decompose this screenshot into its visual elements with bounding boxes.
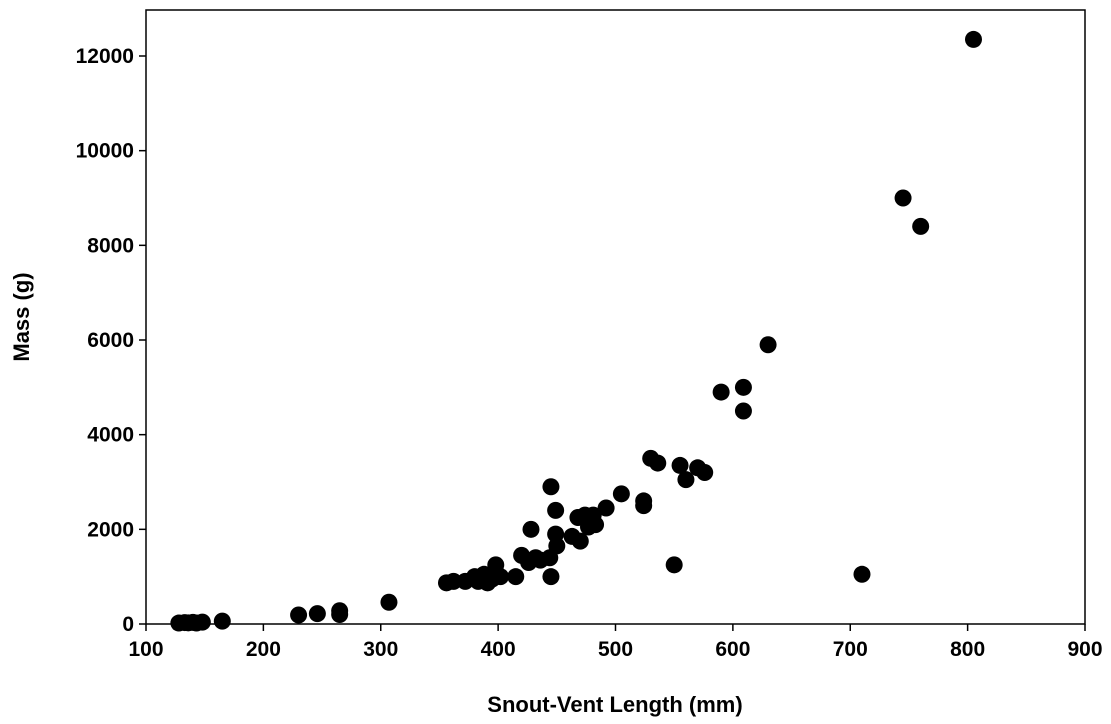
data-point (649, 454, 667, 472)
data-point (677, 471, 695, 489)
data-point (542, 478, 560, 496)
x-axis-title: Snout-Vent Length (mm) (487, 692, 742, 717)
data-point (445, 572, 463, 590)
x-tick-label: 700 (833, 638, 868, 661)
x-tick-label: 200 (246, 638, 281, 661)
data-points (170, 30, 982, 632)
y-tick-label: 12000 (76, 45, 134, 68)
y-axis-title: Mass (g) (9, 272, 34, 361)
y-tick-label: 2000 (87, 518, 134, 541)
data-point (734, 378, 752, 396)
data-point (665, 556, 683, 574)
data-point (548, 537, 566, 555)
x-tick-label: 600 (715, 638, 750, 661)
data-point (571, 532, 589, 550)
data-point (308, 605, 326, 623)
y-tick-label: 4000 (87, 424, 134, 447)
data-point (380, 593, 398, 611)
y-axis-ticks: 0 2000 4000 6000 8000 10000 12000 (76, 45, 146, 636)
x-tick-label: 400 (481, 638, 516, 661)
data-point (193, 613, 211, 631)
data-point (612, 485, 630, 503)
data-point (587, 516, 605, 534)
data-point (522, 520, 540, 538)
x-tick-label: 800 (950, 638, 985, 661)
x-tick-label: 500 (598, 638, 633, 661)
y-tick-label: 0 (122, 613, 134, 636)
data-point (542, 568, 560, 586)
x-axis-ticks: 100 200 300 400 500 600 700 800 900 (128, 624, 1103, 661)
data-point (491, 568, 509, 586)
data-point (213, 612, 231, 630)
data-point (853, 565, 871, 583)
data-point (547, 501, 565, 519)
data-point (635, 492, 653, 510)
x-tick-label: 300 (363, 638, 398, 661)
data-point (507, 568, 525, 586)
y-tick-label: 6000 (87, 329, 134, 352)
data-point (964, 30, 982, 48)
y-tick-label: 10000 (76, 140, 134, 163)
x-tick-label: 100 (128, 638, 163, 661)
data-point (759, 336, 777, 354)
data-point (894, 189, 912, 207)
data-point (696, 464, 714, 482)
data-point (712, 383, 730, 401)
y-tick-label: 8000 (87, 234, 134, 257)
data-point (912, 217, 930, 235)
data-point (671, 456, 689, 474)
data-point (331, 602, 349, 620)
data-point (597, 499, 615, 517)
plot-area (145, 9, 1086, 625)
x-tick-label: 900 (1067, 638, 1102, 661)
data-point (290, 606, 308, 624)
data-point (734, 402, 752, 420)
